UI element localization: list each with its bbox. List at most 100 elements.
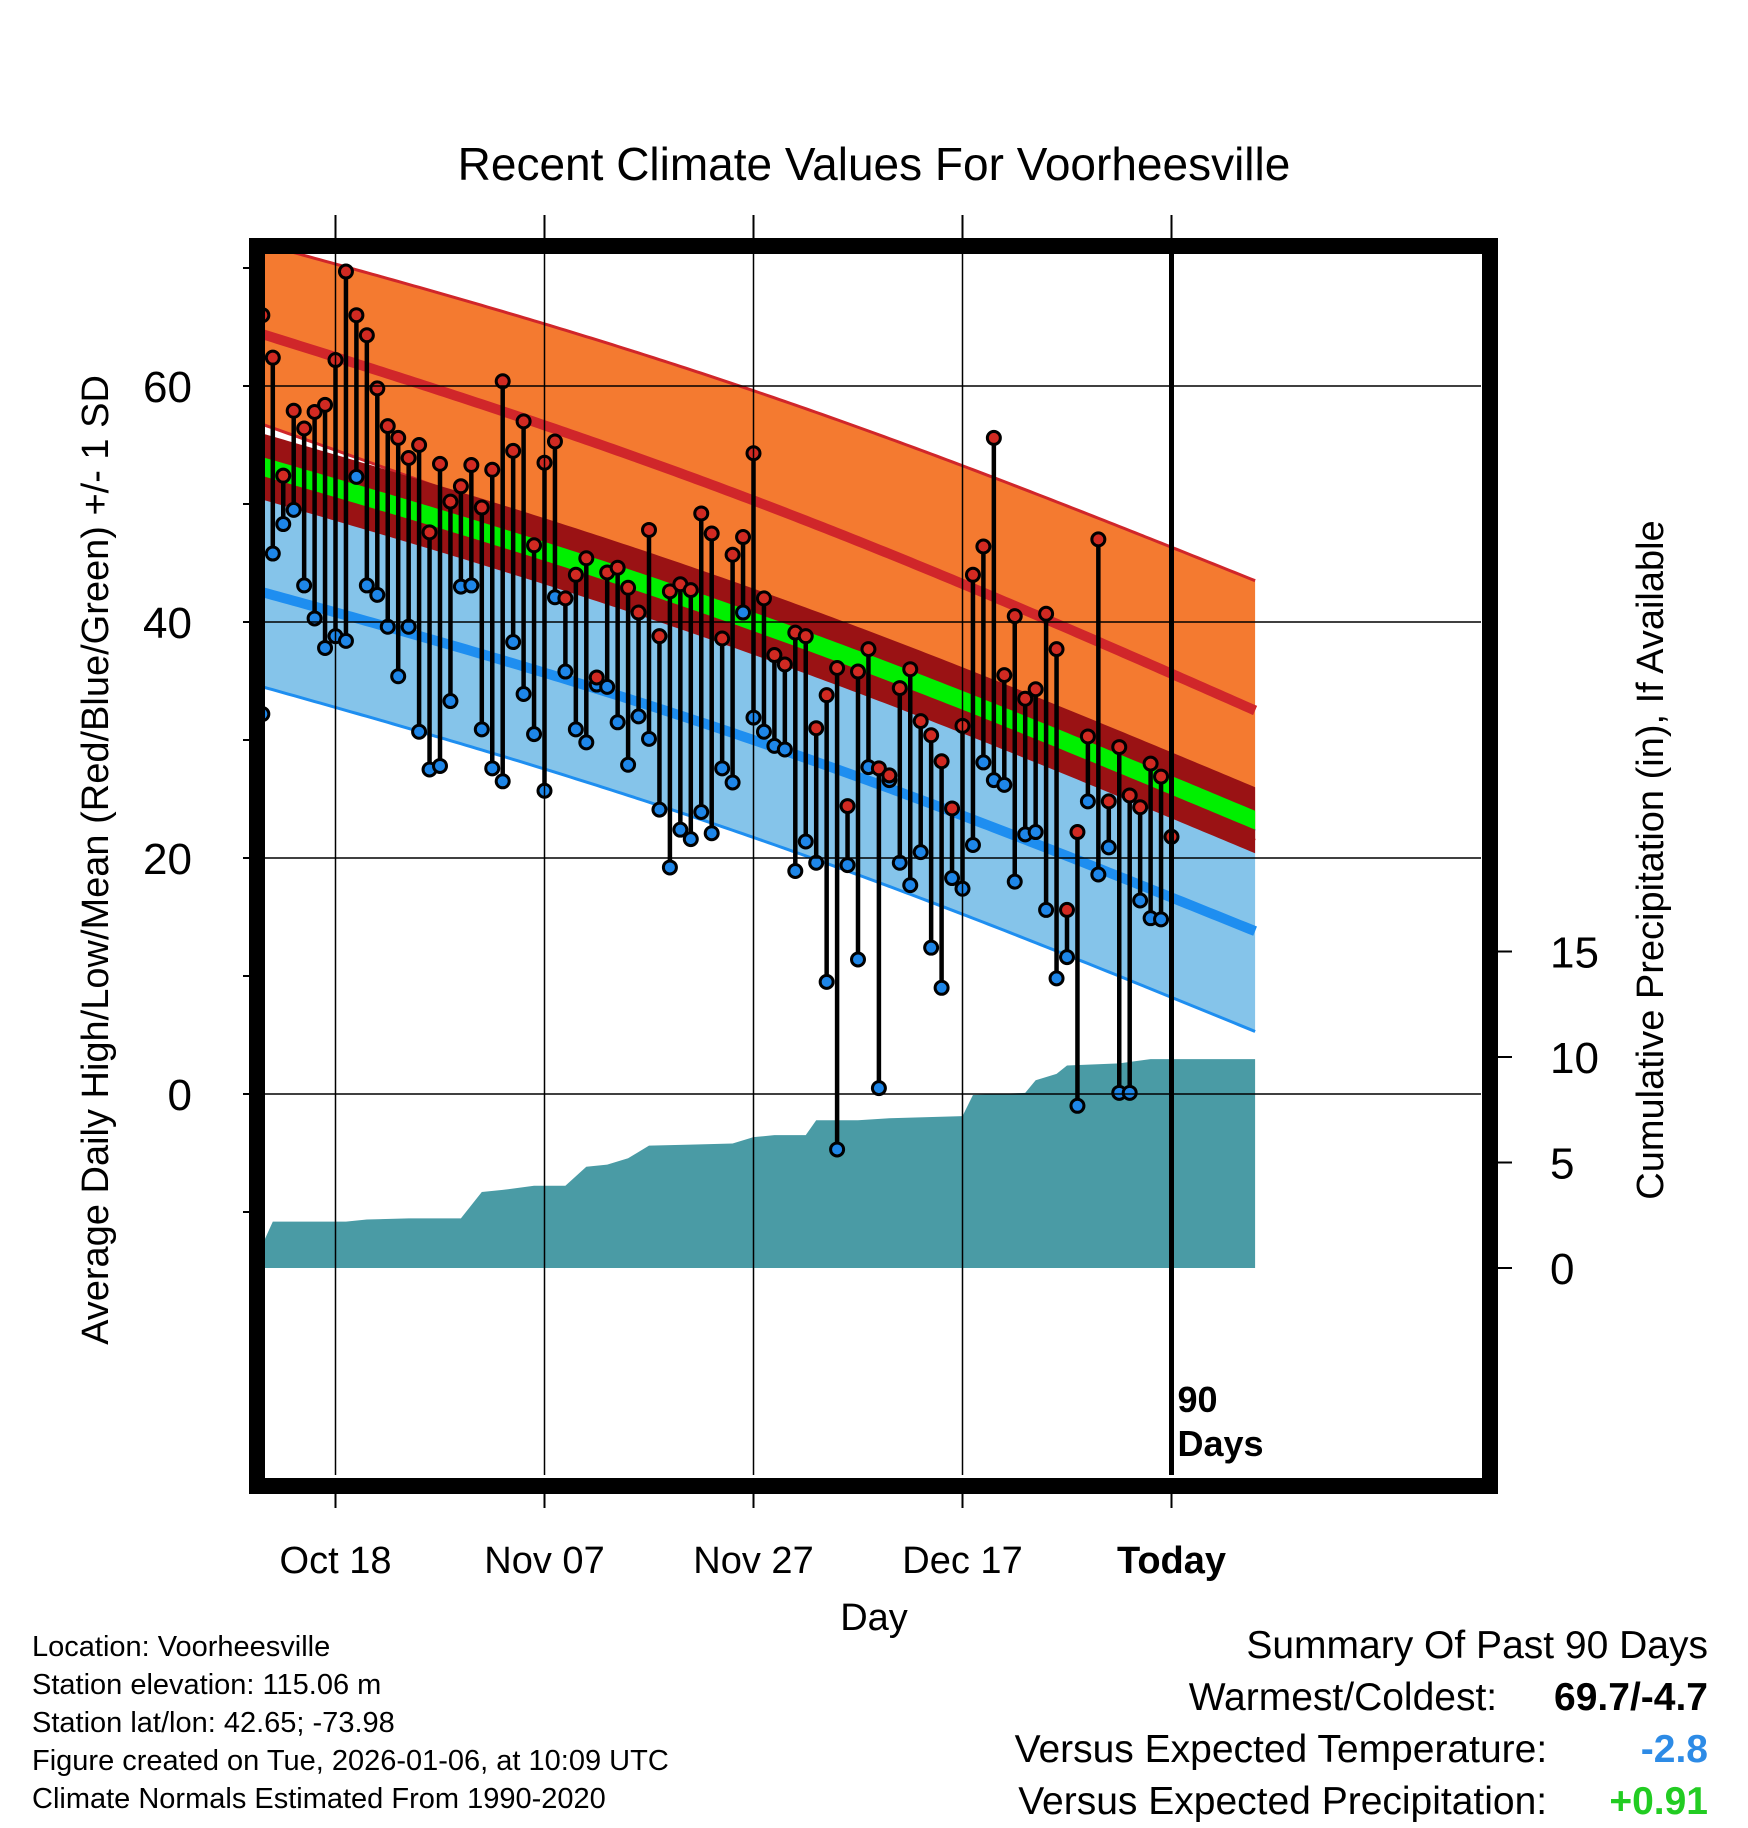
daily-high-point xyxy=(358,327,375,344)
daily-low-point xyxy=(776,741,793,758)
daily-low-point xyxy=(661,859,678,876)
daily-low-point xyxy=(1079,793,1096,810)
daily-high-point xyxy=(526,537,543,554)
daily-low-point xyxy=(526,726,543,743)
daily-low-point xyxy=(1100,839,1117,856)
daily-high-point xyxy=(400,449,417,466)
normal-high-line xyxy=(265,329,1258,716)
daily-high-point xyxy=(421,524,438,541)
daily-low-point xyxy=(306,610,323,627)
temp-vs-expected-value: -2.8 xyxy=(1640,1728,1708,1771)
daily-low-point xyxy=(870,1080,887,1097)
cumulative-precip-area xyxy=(265,1059,1256,1268)
x-tick-label: Nov 07 xyxy=(484,1540,604,1582)
daily-high-point xyxy=(776,656,793,673)
daily-high-point xyxy=(1153,768,1170,785)
y2-tick-label: 0 xyxy=(1550,1245,1574,1294)
daily-low-point xyxy=(265,706,271,722)
daily-high-point xyxy=(850,663,866,680)
daily-high-point xyxy=(651,628,668,645)
plot-frame xyxy=(249,238,1498,1494)
daily-low-point xyxy=(620,756,637,773)
x-axis-label: Day xyxy=(840,1597,908,1639)
daily-high-point xyxy=(1111,739,1128,756)
daily-low-point xyxy=(285,501,302,518)
daily-high-point xyxy=(714,630,731,647)
info-latlon: Station lat/lon: 42.65; -73.98 xyxy=(32,1707,395,1739)
daily-low-point xyxy=(797,833,814,850)
daily-high-point xyxy=(1142,755,1159,772)
precip-vs-expected-value: +0.91 xyxy=(1609,1780,1708,1823)
summary-temp: Versus Expected Temperature: -2.8 xyxy=(1015,1724,1708,1776)
y-tick-label: 40 xyxy=(143,599,192,648)
daily-high-point xyxy=(1079,728,1096,745)
daily-high-point xyxy=(1121,787,1138,804)
daily-high-point xyxy=(860,641,877,658)
daily-low-point xyxy=(818,973,835,990)
daily-high-point xyxy=(296,420,313,437)
daily-high-point xyxy=(265,349,281,366)
daily-high-point xyxy=(808,720,825,737)
y2-tick-label: 15 xyxy=(1550,929,1599,978)
daily-high-point xyxy=(1006,608,1023,625)
daily-low-point xyxy=(703,825,720,842)
daily-low-point xyxy=(891,854,908,871)
daily-low-point xyxy=(912,844,929,861)
warmest-coldest-value: 69.7/-4.7 xyxy=(1554,1676,1708,1719)
x-tick-label: Dec 17 xyxy=(902,1540,1022,1582)
daily-high-point xyxy=(661,583,678,600)
y2-axis-label: Cumulative Precipitation (in), If Availa… xyxy=(1630,520,1672,1199)
daily-high-point xyxy=(996,667,1013,684)
daily-high-point xyxy=(337,263,354,280)
daily-low-point xyxy=(672,821,689,838)
daily-high-point xyxy=(578,550,595,567)
daily-high-point xyxy=(411,437,428,453)
daily-low-point xyxy=(902,877,919,894)
daily-high-point xyxy=(348,307,365,324)
daily-low-point xyxy=(599,678,616,695)
daily-high-point xyxy=(944,800,961,817)
daily-low-point xyxy=(1038,901,1055,918)
daily-low-point xyxy=(996,776,1013,793)
daily-high-point xyxy=(1132,799,1149,816)
daily-high-point xyxy=(390,429,407,446)
daily-low-point xyxy=(693,803,710,820)
daily-high-point xyxy=(1017,690,1034,707)
daily-high-point xyxy=(473,499,490,516)
daily-high-point xyxy=(1100,793,1117,810)
daily-high-point xyxy=(609,559,626,576)
station-info: Location: Voorheesville Station elevatio… xyxy=(32,1628,669,1818)
daily-high-point xyxy=(494,373,511,390)
summary-panel: Summary Of Past 90 Days Warmest/Coldest:… xyxy=(1015,1620,1708,1828)
daily-high-point xyxy=(442,493,459,510)
daily-low-point xyxy=(975,754,992,771)
daily-high-point xyxy=(452,478,469,495)
daily-low-point xyxy=(1048,970,1065,987)
daily-high-point xyxy=(484,461,501,478)
y-axis-label: Average Daily High/Low/Mean (Red/Blue/Gr… xyxy=(75,375,117,1345)
daily-low-point xyxy=(473,721,490,738)
daily-low-point xyxy=(714,760,731,777)
daily-high-point xyxy=(317,396,334,413)
daily-low-point xyxy=(933,979,950,996)
daily-high-point xyxy=(933,753,950,770)
daily-high-point xyxy=(235,441,248,454)
daily-high-point xyxy=(735,529,752,546)
daily-low-point xyxy=(515,685,532,702)
daily-low-point xyxy=(1132,892,1149,909)
today-marker-label-days-word: Days xyxy=(1178,1423,1264,1464)
temp-vs-expected-label: Versus Expected Temperature: xyxy=(1014,1728,1548,1771)
daily-low-point xyxy=(808,854,825,871)
daily-low-point xyxy=(755,723,772,740)
daily-high-point xyxy=(225,319,238,332)
daily-low-point xyxy=(275,516,292,533)
chart-title: Recent Climate Values For Voorheesville xyxy=(458,138,1291,190)
x-tick-label: Nov 27 xyxy=(693,1540,813,1582)
daily-low-point xyxy=(1121,1084,1138,1101)
daily-low-point xyxy=(1059,949,1075,966)
daily-high-point xyxy=(641,521,657,538)
daily-low-point xyxy=(641,730,657,747)
daily-low-point xyxy=(296,577,313,594)
warmest-coldest-label: Warmest/Coldest: xyxy=(1188,1676,1498,1719)
